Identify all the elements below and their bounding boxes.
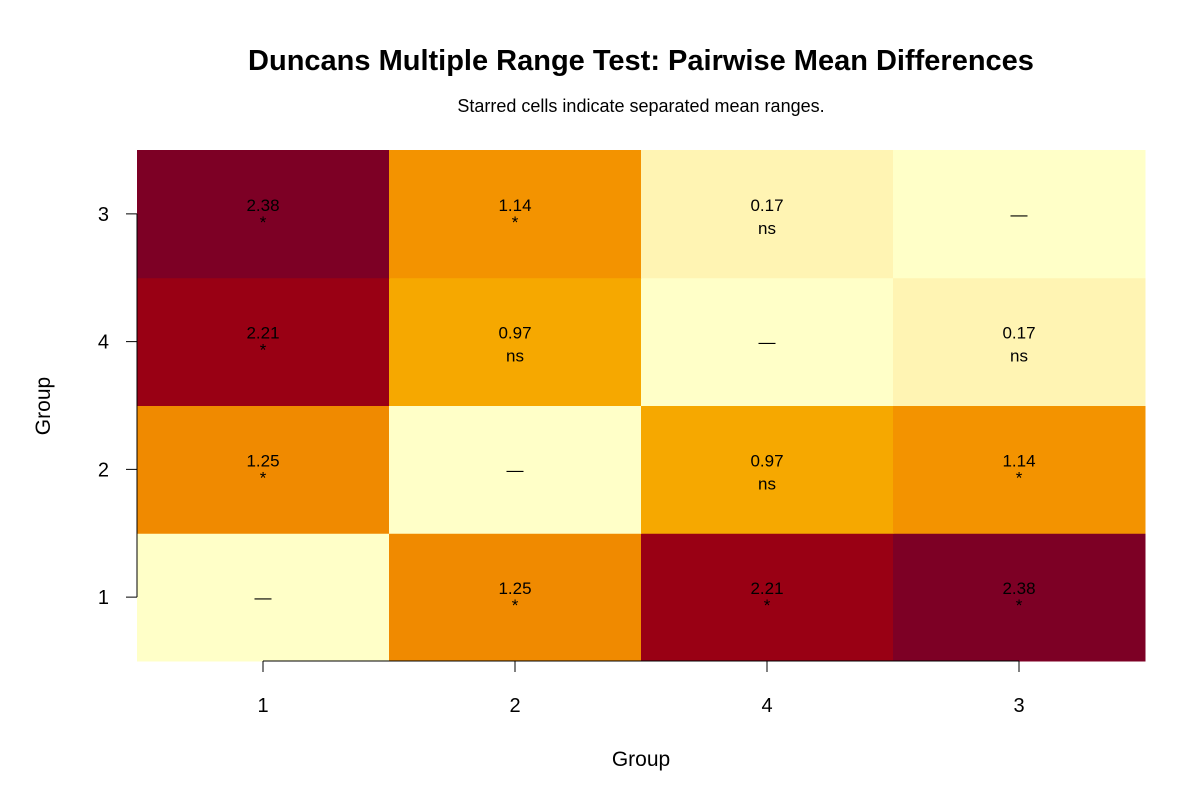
cell-significance-label: ns (506, 347, 524, 366)
heatmap-cell-2-3 (893, 405, 1146, 534)
cell-significance-label: * (1016, 468, 1023, 487)
heatmap-cell-2-1 (137, 405, 390, 534)
heatmap-cell-4-4 (641, 277, 894, 406)
cell-significance-label: * (512, 596, 519, 615)
heatmap-cell-labels: —1.25*2.21*2.38*1.25* —0.97ns1.14*2.21*0.… (246, 196, 1035, 615)
cell-value-label: 1.25 (246, 451, 279, 470)
cell-value-label: 0.97 (498, 324, 531, 343)
cell-label: — (507, 460, 524, 479)
cell-significance-label: * (512, 213, 519, 232)
x-tick-label: 3 (1013, 695, 1024, 717)
cell-significance-label: ns (1010, 347, 1028, 366)
heatmap-cell-4-1 (137, 277, 390, 406)
x-axis-title: Group (612, 748, 670, 771)
x-tick-label: 4 (761, 695, 772, 717)
cell-significance-label: * (1016, 596, 1023, 615)
cell-significance-label: * (260, 341, 267, 360)
heatmap-cells (137, 150, 1146, 662)
y-tick-label: 1 (98, 587, 109, 609)
chart-title: Duncans Multiple Range Test: Pairwise Me… (248, 45, 1034, 77)
x-tick-label: 2 (509, 695, 520, 717)
cell-value-label: 2.38 (246, 196, 279, 215)
cell-value-label: 0.17 (750, 196, 783, 215)
heatmap-cell-3-4 (641, 150, 894, 279)
heatmap-cell-1-4 (641, 533, 894, 662)
x-tick-label: 1 (257, 695, 268, 717)
cell-value-label: 0.17 (1002, 324, 1035, 343)
heatmap-cell-1-1 (137, 533, 390, 662)
heatmap-cell-4-2 (389, 277, 642, 406)
cell-significance-label: * (260, 213, 267, 232)
y-axis-title: Group (32, 377, 55, 435)
heatmap-cell-4-3 (893, 277, 1146, 406)
cell-value-label: 0.97 (750, 451, 783, 470)
cell-value-label: 2.21 (246, 324, 279, 343)
heatmap-cell-1-2 (389, 533, 642, 662)
cell-label: — (759, 333, 776, 352)
chart-subtitle: Starred cells indicate separated mean ra… (457, 96, 824, 116)
heatmap-cell-1-3 (893, 533, 1146, 662)
y-axis-ticks: 1 2 4 3 (98, 204, 137, 609)
cell-significance-label: ns (758, 219, 776, 238)
y-tick-label: 2 (98, 459, 109, 481)
cell-value-label: 2.38 (1002, 579, 1035, 598)
cell-label: — (255, 588, 272, 607)
cell-value-label: 2.21 (750, 579, 783, 598)
cell-significance-label: ns (758, 474, 776, 493)
cell-value-label: 1.25 (498, 579, 531, 598)
heatmap-cell-2-4 (641, 405, 894, 534)
heatmap-cell-3-3 (893, 150, 1146, 279)
heatmap-cell-2-2 (389, 405, 642, 534)
cell-significance-label: * (764, 596, 771, 615)
y-tick-label: 3 (98, 204, 109, 226)
cell-value-label: 1.14 (1002, 451, 1035, 470)
x-axis-ticks: 1 2 4 3 (257, 661, 1025, 717)
y-tick-label: 4 (98, 332, 109, 354)
cell-label: — (1011, 205, 1028, 224)
cell-value-label: 1.14 (498, 196, 531, 215)
heatmap-cell-3-1 (137, 150, 390, 279)
axes: 1 2 4 3 1 2 4 3 (98, 204, 1025, 717)
cell-significance-label: * (260, 468, 267, 487)
heatmap-cell-3-2 (389, 150, 642, 279)
